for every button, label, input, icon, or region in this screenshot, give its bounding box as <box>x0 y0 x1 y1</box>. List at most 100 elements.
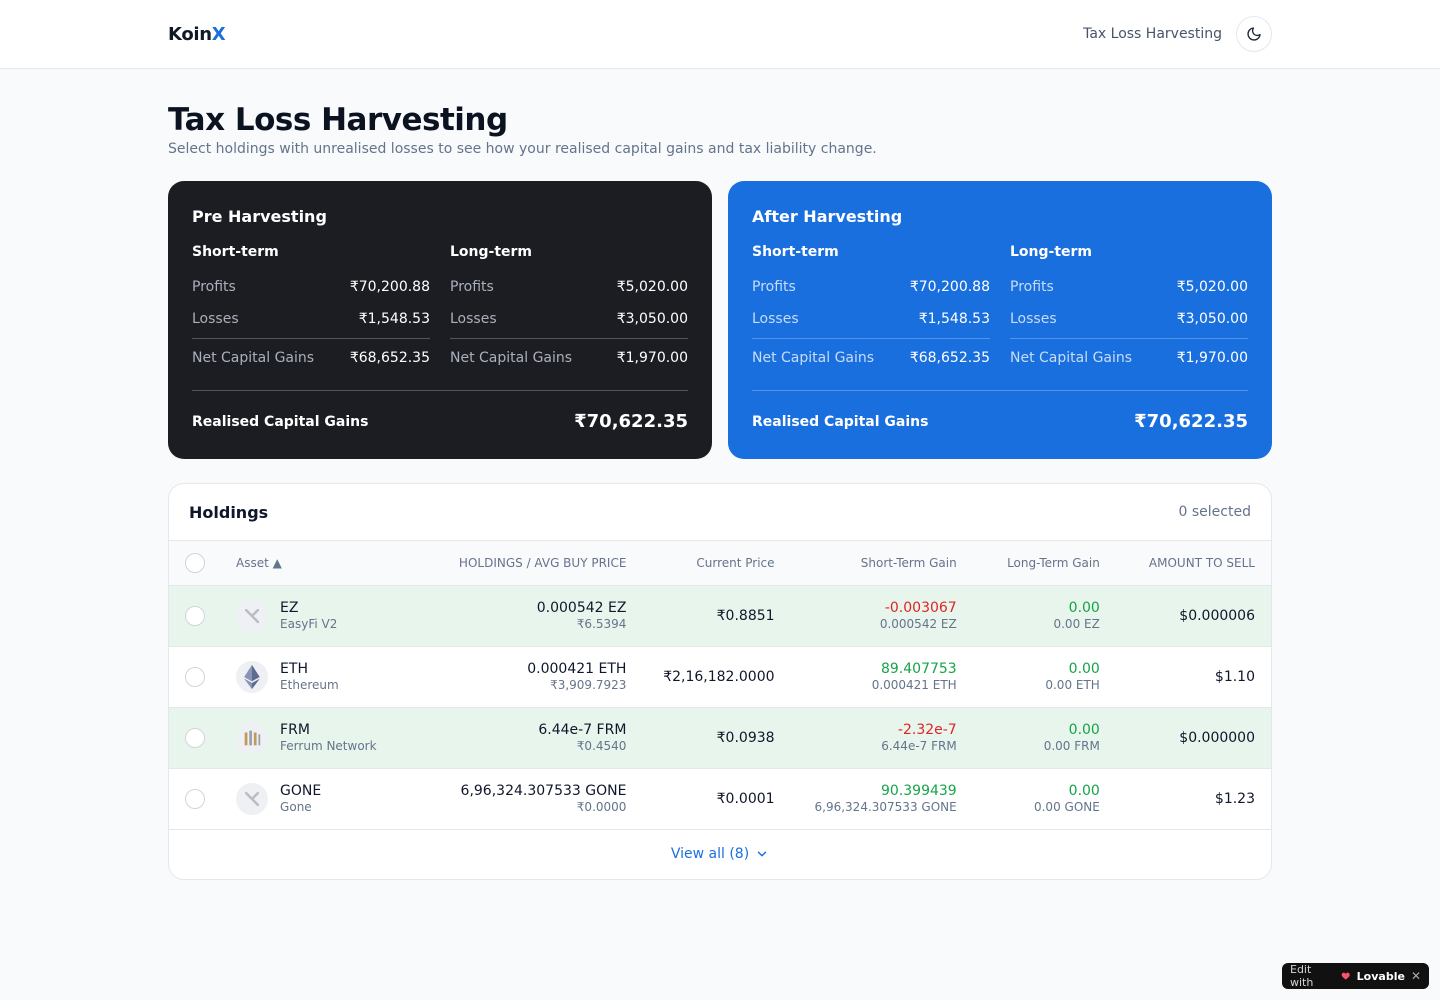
moon-icon <box>1247 27 1261 41</box>
short-term-gain-value: -2.32e-7 <box>897 722 957 738</box>
row-checkbox[interactable] <box>185 666 205 687</box>
holdings-header: Holdings 0 selected <box>169 484 1271 541</box>
column-header-asset[interactable]: Asset ▲ <box>228 541 419 586</box>
net-gains-value: ₹68,652.35 <box>909 349 990 366</box>
row-checkbox[interactable] <box>185 727 205 748</box>
theme-toggle-button[interactable] <box>1236 16 1272 52</box>
view-all-button[interactable]: View all (8) <box>169 830 1271 879</box>
table-row[interactable]: GONE Gone 6,96,324.307533 GONE ₹0.0000 ₹0.00… <box>169 768 1271 829</box>
losses-label: Losses <box>752 311 799 327</box>
short-term-gain-balance: 6.44e-7 FRM <box>881 739 957 753</box>
short-term-gain-balance: 6,96,324.307533 GONE <box>814 800 957 814</box>
row-checkbox[interactable] <box>185 788 205 809</box>
brand-name: Koin <box>168 23 212 45</box>
holdings-cell: 0.000542 EZ ₹6.5394 <box>418 585 642 646</box>
realised-gains-label: Realised Capital Gains <box>752 413 929 430</box>
asset-name: Ethereum <box>280 678 339 692</box>
column-header-holdings: HOLDINGS / AVG BUY PRICE <box>418 541 643 586</box>
koinx-logo[interactable]: KoinX <box>168 23 226 45</box>
chevron-down-icon <box>757 851 767 857</box>
losses-value: ₹3,050.00 <box>616 311 688 327</box>
short-term-gain-cell: 90.399439 6,96,324.307533 GONE <box>791 768 973 829</box>
profits-row: Profits ₹5,020.00 <box>1010 271 1248 303</box>
realised-gains-value: ₹70,622.35 <box>1134 411 1248 432</box>
asset-name: EasyFi V2 <box>280 617 338 631</box>
profits-value: ₹70,200.88 <box>909 279 990 295</box>
long-term-column: Long-term Profits ₹5,020.00 Losses ₹3,050.… <box>1010 244 1248 374</box>
column-header-long-term-gain: Long-Term Gain <box>972 541 1116 586</box>
asset-symbol: EZ <box>280 600 299 616</box>
asset-cell: GONE Gone <box>228 768 418 829</box>
long-term-gain-cell: 0.00 0.00 ETH <box>973 646 1116 707</box>
profits-label: Profits <box>1010 279 1054 295</box>
net-gains-value: ₹1,970.00 <box>1176 349 1248 366</box>
table-header-row: Asset ▲ HOLDINGS / AVG BUY PRICE Current… <box>169 541 1271 586</box>
realised-gains-label: Realised Capital Gains <box>192 413 369 430</box>
net-gains-value: ₹1,970.00 <box>616 349 688 366</box>
row-checkbox-cell <box>169 585 228 646</box>
asset-symbol: GONE <box>280 783 322 799</box>
asset-cell: ETH Ethereum <box>228 646 418 707</box>
page-subtitle: Select holdings with unrealised losses t… <box>168 141 877 157</box>
gone-logo-icon <box>236 782 269 815</box>
long-term-gain-value: 0.00 <box>1068 783 1100 799</box>
easyfi-logo-icon <box>236 599 269 632</box>
net-gains-row: Net Capital Gains ₹1,970.00 <box>450 338 688 374</box>
row-checkbox-cell <box>169 707 228 768</box>
profits-row: Profits ₹5,020.00 <box>450 271 688 303</box>
holdings-cell: 0.000421 ETH ₹3,909.7923 <box>418 646 642 707</box>
top-bar: KoinX Tax Loss Harvesting <box>0 0 1440 69</box>
selected-count: 0 selected <box>1178 504 1251 520</box>
avg-buy-price: ₹0.4540 <box>576 739 627 753</box>
row-checkbox-cell <box>169 768 228 829</box>
amount-to-sell-cell: $1.10 <box>1214 668 1255 685</box>
losses-value: ₹1,548.53 <box>918 311 990 327</box>
profits-label: Profits <box>192 279 236 295</box>
card-title: Pre Harvesting <box>192 207 327 226</box>
table-row[interactable]: ETH Ethereum 0.000421 ETH ₹3,909.7923 ₹2,16,… <box>169 646 1271 707</box>
short-term-gain-balance: 0.000421 ETH <box>871 678 957 692</box>
short-term-column: Short-term Profits ₹70,200.88 Losses ₹1,54… <box>752 244 990 374</box>
long-term-gain-value: 0.00 <box>1068 661 1100 677</box>
losses-label: Losses <box>1010 311 1057 327</box>
asset-cell: EZ EasyFi V2 <box>228 585 418 646</box>
table-row[interactable]: EZ EasyFi V2 0.000542 EZ ₹6.5394 ₹0.8851 -0.0… <box>169 585 1271 646</box>
losses-label: Losses <box>192 311 239 327</box>
profits-label: Profits <box>450 279 494 295</box>
long-term-column: Long-term Profits ₹5,020.00 Losses ₹3,050.… <box>450 244 688 374</box>
column-header-amount-to-sell: AMOUNT TO SELL <box>1115 541 1271 586</box>
row-checkbox-cell <box>169 646 228 707</box>
losses-row: Losses ₹1,548.53 <box>192 303 430 335</box>
amount-to-sell-cell: $0.000006 <box>1179 607 1255 624</box>
holding-amount: 6.44e-7 FRM <box>538 722 627 738</box>
long-term-gain-balance: 0.00 EZ <box>1053 617 1100 631</box>
pre-harvesting-card: Pre Harvesting Short-term Profits ₹70,200… <box>168 181 712 459</box>
nav-link-tax-loss-harvesting[interactable]: Tax Loss Harvesting <box>1083 26 1222 42</box>
long-term-gain-balance: 0.00 GONE <box>1033 800 1100 814</box>
net-gains-label: Net Capital Gains <box>1010 349 1133 366</box>
short-term-gain-balance: 0.000542 EZ <box>879 617 957 631</box>
close-icon[interactable]: ✕ <box>1410 969 1421 983</box>
table-row[interactable]: FRM Ferrum Network 6.44e-7 FRM ₹0.4540 ₹0.09… <box>169 707 1271 768</box>
row-checkbox[interactable] <box>185 605 205 626</box>
card-title: After Harvesting <box>752 207 903 226</box>
losses-row: Losses ₹3,050.00 <box>450 303 688 335</box>
select-all-checkbox[interactable] <box>185 552 205 573</box>
amount-to-sell-cell: $1.23 <box>1214 790 1255 807</box>
short-term-gain-value: 90.399439 <box>880 783 957 799</box>
realised-gains-value: ₹70,622.35 <box>574 411 688 432</box>
long-term-gain-balance: 0.00 ETH <box>1045 678 1100 692</box>
profits-value: ₹70,200.88 <box>349 279 430 295</box>
asset-cell: FRM Ferrum Network <box>228 707 418 768</box>
net-gains-value: ₹68,652.35 <box>349 349 430 366</box>
edit-with-label: Edit with <box>1290 963 1314 989</box>
edit-with-lovable-badge[interactable]: Edit with Lovable ✕ <box>1282 963 1429 989</box>
profits-value: ₹5,020.00 <box>1176 279 1248 295</box>
losses-label: Losses <box>450 311 497 327</box>
column-heading: Short-term <box>192 244 279 260</box>
asset-symbol: FRM <box>280 722 310 738</box>
long-term-gain-cell: 0.00 0.00 EZ <box>973 585 1116 646</box>
column-header-short-term-gain: Short-Term Gain <box>790 541 973 586</box>
holdings-panel: Holdings 0 selected Asset ▲ HOLDINGS / A… <box>168 483 1272 880</box>
avg-buy-price: ₹0.0000 <box>576 800 627 814</box>
